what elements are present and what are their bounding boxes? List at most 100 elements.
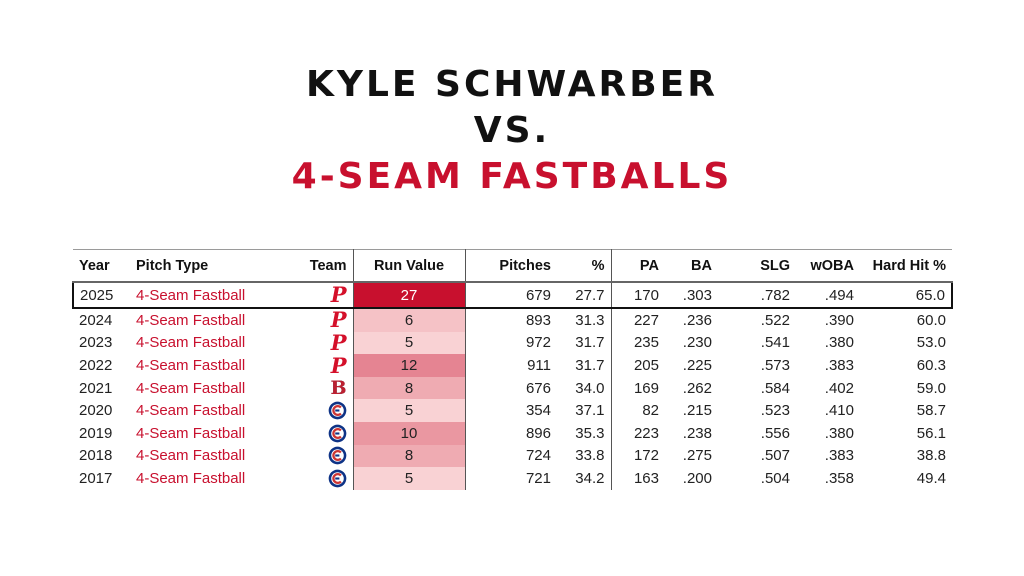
cell-pitch-pct: 33.8 bbox=[557, 444, 612, 468]
cell-hard-hit: 60.0 bbox=[916, 311, 946, 329]
phillies-logo-icon: P bbox=[330, 282, 347, 308]
table-row[interactable]: 2019 4-Seam Fastball 10 896 35.3 223 .238 .556.… bbox=[73, 421, 952, 445]
cell-run-value: 8 bbox=[353, 444, 466, 468]
cell-slg: .507 bbox=[760, 447, 790, 465]
cell-pitch-type: 4-Seam Fastball bbox=[136, 447, 246, 465]
cell-pa: 170 bbox=[611, 281, 665, 309]
cell-hard-hit: 59.0 bbox=[916, 379, 946, 397]
cell-run-value: 10 bbox=[353, 421, 466, 445]
cell-pitch-pct: 31.3 bbox=[557, 308, 612, 332]
cell-run-value: 12 bbox=[353, 354, 466, 377]
cell-hard-hit: 49.4 bbox=[916, 469, 946, 487]
cell-pitch-pct: 27.7 bbox=[557, 281, 612, 309]
cell-year: 2018 bbox=[79, 447, 113, 465]
cell-pitch-pct: 37.1 bbox=[557, 399, 612, 422]
col-header-pa[interactable]: PA bbox=[611, 249, 665, 283]
cell-pitch-pct: 34.0 bbox=[557, 376, 612, 400]
cell-pa: 172 bbox=[633, 447, 659, 465]
cell-team: P bbox=[293, 281, 354, 309]
col-header-pitch-pct[interactable]: % bbox=[557, 249, 612, 283]
cell-ba: .236 bbox=[682, 311, 712, 329]
cell-year: 2020 bbox=[79, 402, 113, 420]
cell-pitch-type: 4-Seam Fastball bbox=[136, 334, 246, 352]
cell-pitches: 972 bbox=[525, 334, 551, 352]
cell-hard-hit: 60.3 bbox=[916, 356, 946, 374]
cell-pitches: 911 bbox=[527, 356, 551, 374]
cell-year: 2017 bbox=[79, 469, 113, 487]
table-row[interactable]: 2020 4-Seam Fastball 5 354 37.1 82 .215 .523 .41… bbox=[73, 399, 952, 422]
cell-ba: .303 bbox=[665, 281, 718, 309]
cell-pa: 223 bbox=[633, 424, 659, 442]
col-header-hard-hit[interactable]: Hard Hit % bbox=[860, 249, 952, 283]
cell-slg: .541 bbox=[760, 334, 790, 352]
cell-woba: .390 bbox=[824, 311, 854, 329]
cell-pitch-pct: 35.3 bbox=[557, 421, 612, 445]
cell-woba: .380 bbox=[824, 334, 854, 352]
cell-pitch-type: 4-Seam Fastball bbox=[136, 311, 246, 329]
cell-hard-hit: 58.7 bbox=[916, 402, 946, 420]
phillies-logo-icon: P bbox=[330, 352, 347, 378]
cell-pitches: 893 bbox=[525, 311, 551, 329]
cubs-logo-icon bbox=[328, 446, 347, 465]
col-header-slg[interactable]: SLG bbox=[718, 249, 796, 283]
cell-ba: .275 bbox=[682, 447, 712, 465]
cell-ba: .262 bbox=[682, 379, 712, 397]
cell-pitch-type: 4-Seam Fastball bbox=[136, 379, 246, 397]
col-header-pitches[interactable]: Pitches bbox=[465, 249, 557, 283]
cell-pa: 205 bbox=[633, 356, 659, 374]
cell-hard-hit: 53.0 bbox=[916, 334, 946, 352]
cell-ba: .215 bbox=[682, 402, 712, 420]
cell-slg: .556 bbox=[760, 424, 790, 442]
cell-pitches: 724 bbox=[525, 447, 551, 465]
cell-woba: .410 bbox=[824, 402, 854, 420]
phillies-logo-icon: P bbox=[330, 307, 347, 333]
table-row[interactable]: 2018 4-Seam Fastball 8 724 33.8 172 .275 .507 .3… bbox=[73, 444, 952, 468]
cell-year: 2025 bbox=[72, 281, 130, 309]
cell-woba: .383 bbox=[824, 356, 854, 374]
cell-run-value: 5 bbox=[353, 467, 466, 490]
cell-team bbox=[293, 467, 354, 490]
col-header-team[interactable]: Team bbox=[293, 249, 354, 283]
cell-pa: 82 bbox=[642, 402, 659, 420]
cell-year: 2024 bbox=[79, 311, 113, 329]
cell-slg: .523 bbox=[760, 402, 790, 420]
cell-woba: .494 bbox=[796, 281, 860, 309]
table-row[interactable]: 2024 4-Seam Fastball P 6 893 31.3 227 .236 .522.… bbox=[73, 308, 952, 332]
cell-team bbox=[293, 444, 354, 468]
col-header-run-value[interactable]: Run Value bbox=[353, 249, 466, 283]
cell-pitch-pct: 31.7 bbox=[557, 354, 612, 377]
cell-run-value: 5 bbox=[353, 331, 466, 355]
col-header-woba[interactable]: wOBA bbox=[796, 249, 860, 283]
col-header-ba[interactable]: BA bbox=[665, 249, 718, 283]
table-row[interactable]: 2023 4-Seam Fastball P 5 972 31.7 235 .230 .541.… bbox=[73, 329, 952, 355]
table-row[interactable]: 2017 4-Seam Fastball 5 721 34.2 163 .200 .504 .3… bbox=[73, 467, 952, 490]
cell-run-value: 5 bbox=[353, 399, 466, 422]
cell-woba: .383 bbox=[824, 447, 854, 465]
cell-run-value: 27 bbox=[353, 281, 466, 309]
title-player: KYLE SCHWARBER bbox=[306, 64, 718, 105]
table-row[interactable]: 2025 4-Seam Fastball P 27 679 27.7 170.303.782… bbox=[72, 281, 953, 309]
cell-slg: .522 bbox=[760, 311, 790, 329]
phillies-logo-icon: P bbox=[330, 329, 347, 355]
cell-team bbox=[293, 399, 354, 422]
cell-ba: .200 bbox=[682, 469, 712, 487]
cell-year: 2021 bbox=[79, 379, 113, 397]
cell-pitch-pct: 34.2 bbox=[557, 467, 612, 490]
cell-team: P bbox=[293, 307, 354, 333]
red-sox-logo-icon: B bbox=[330, 377, 347, 400]
title-pitch: 4-SEAM FASTBALLS bbox=[291, 156, 733, 197]
cell-pitch-type: 4-Seam Fastball bbox=[136, 469, 246, 487]
col-header-year[interactable]: Year bbox=[73, 249, 130, 283]
cell-hard-hit: 38.8 bbox=[916, 447, 946, 465]
cell-year: 2019 bbox=[79, 424, 113, 442]
cell-pitches: 354 bbox=[525, 402, 551, 420]
cell-pitches: 721 bbox=[525, 469, 551, 487]
col-header-pitch-type[interactable]: Pitch Type bbox=[130, 249, 293, 283]
cell-pa: 227 bbox=[633, 311, 659, 329]
table-row[interactable]: 2021 4-Seam Fastball B 8 676 34.0 169 .262 .584.… bbox=[73, 376, 952, 400]
table-row[interactable]: 2022 4-Seam Fastball P 12 911 31.7 205 .225 .573… bbox=[73, 354, 952, 377]
cell-team: B bbox=[293, 376, 354, 400]
cell-pitches: 679 bbox=[465, 281, 557, 309]
cell-year: 2022 bbox=[79, 356, 113, 374]
cell-slg: .504 bbox=[760, 469, 790, 487]
